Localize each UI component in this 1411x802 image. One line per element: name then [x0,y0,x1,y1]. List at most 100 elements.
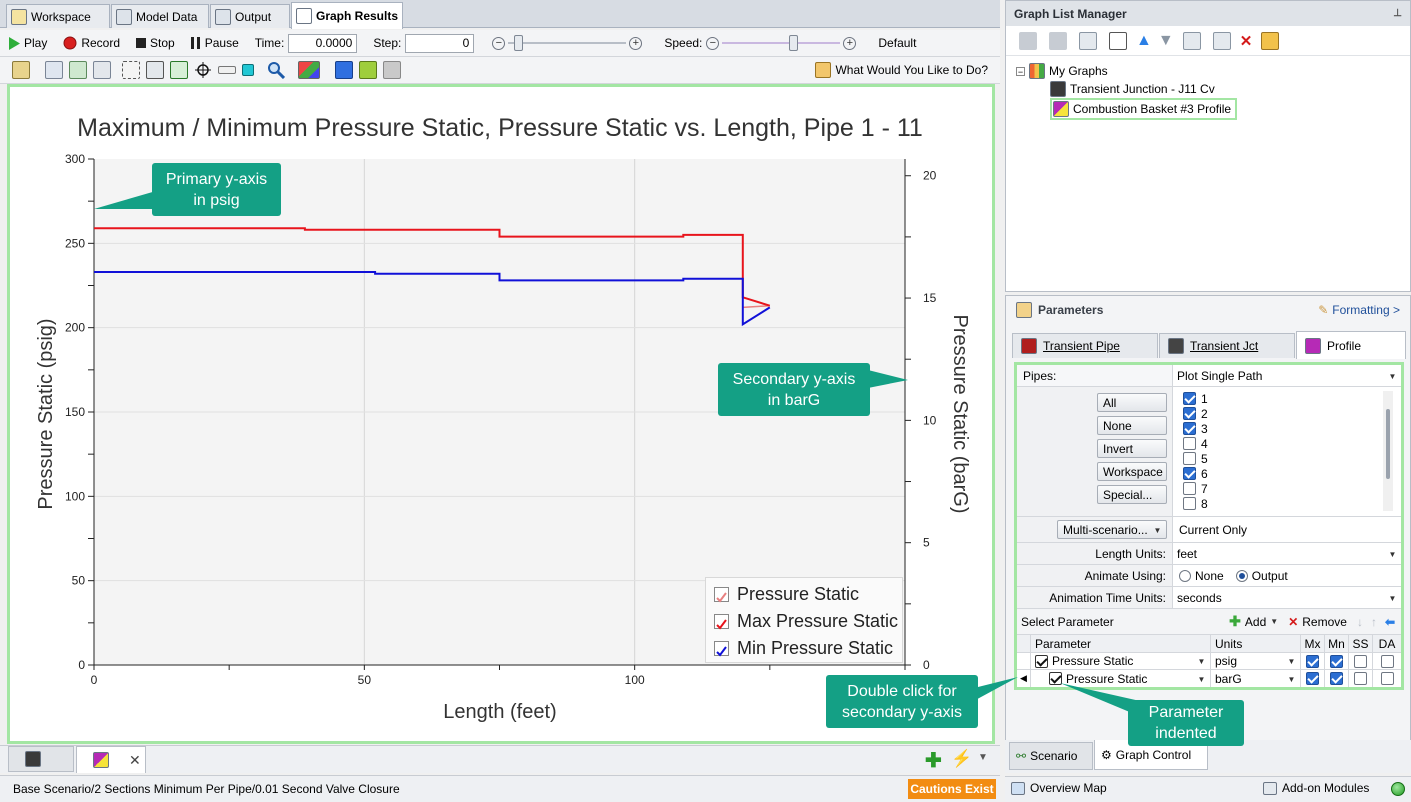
copy-icon[interactable] [45,61,63,79]
chart-legend[interactable]: Pressure Static Max Pressure Static Min … [705,577,903,663]
animate-output-radio[interactable] [1235,569,1248,582]
pause-button[interactable]: Pause [183,36,247,50]
stop-button[interactable]: Stop [128,36,183,50]
parameter-row[interactable]: ◀ Pressure Static ▼ barG ▼ [1017,670,1401,687]
legend-icon[interactable] [146,61,164,79]
speed-minus-icon[interactable]: − [706,36,720,50]
pipe-list-item[interactable]: 8 [1183,496,1208,511]
addon-modules-button[interactable]: Add-on Modules [1263,781,1369,795]
pipe-list-item[interactable]: 3 [1183,421,1208,436]
graph-tab-1[interactable] [8,746,74,772]
time-slider[interactable] [508,34,627,52]
min-checkbox[interactable] [1330,654,1343,668]
ss-checkbox[interactable] [1354,654,1367,668]
move-up-icon[interactable]: ▲ [1136,31,1152,49]
chevron-down-icon[interactable]: ▼ [978,752,988,763]
pipe-list-item[interactable]: 1 [1183,391,1208,406]
all-button[interactable]: All [1097,393,1167,412]
tree-item-transient-junction[interactable]: Transient Junction - J11 Cv [1050,81,1215,97]
pipe-checkbox[interactable] [1183,467,1196,480]
add-series-icon[interactable] [335,61,353,79]
cautions-badge[interactable]: Cautions Exist [908,779,996,799]
rename-icon[interactable] [1182,31,1201,50]
formatting-link[interactable]: ✎ Formatting > [1318,302,1400,317]
graph-tab-2[interactable]: ✕ [76,746,146,773]
tag-icon[interactable] [359,61,377,79]
zoom-icon[interactable] [267,61,285,79]
none-button[interactable]: None [1097,416,1167,435]
pipe-list-item[interactable]: 4 [1183,436,1208,451]
tab-scenario[interactable]: ⚯ Scenario [1009,742,1093,770]
tab-profile[interactable]: Profile [1296,331,1406,359]
tab-model-data[interactable]: Model Data [111,4,209,28]
multi-scenario-button[interactable]: Multi-scenario... ▼ [1057,520,1167,539]
add-button[interactable]: ✚ Add ▼ [1229,613,1279,629]
export-icon[interactable] [69,61,87,79]
da-checkbox[interactable] [1380,654,1394,668]
pipe-list-item[interactable]: 2 [1183,406,1208,421]
dropdown-arrow-icon[interactable]: ▼ [1197,657,1206,666]
pipe-checkbox[interactable] [1183,407,1196,420]
line-style-icon[interactable] [298,61,320,79]
pipe-checkbox[interactable] [1183,437,1196,450]
pipe-list-scrollbar[interactable] [1383,391,1393,511]
legend-item-min-pressure[interactable]: Min Pressure Static [714,638,893,659]
speed-plus-icon[interactable]: + [843,36,857,50]
delete-icon[interactable]: ✕ [1239,32,1253,50]
pipe-checkbox[interactable] [1183,497,1196,510]
text-icon[interactable] [122,61,140,79]
tab-transient-pipe[interactable]: Transient Pipe [1012,333,1158,358]
add-graph-icon[interactable]: ✚ [925,750,942,772]
pipe-checkbox[interactable] [1183,422,1196,435]
time-input[interactable] [288,33,358,53]
pipe-list-item[interactable]: 6 [1183,466,1208,481]
tree-item-combustion-basket[interactable]: Combustion Basket #3 Profile [1050,98,1238,120]
max-checkbox[interactable] [1306,672,1319,685]
animate-none-radio[interactable] [1179,569,1191,582]
legend-item-max-pressure[interactable]: Max Pressure Static [714,611,898,632]
edit-icon[interactable] [12,61,30,79]
pipe-list-item[interactable]: 7 [1183,481,1208,496]
lightning-icon[interactable]: ⚡ [951,749,973,768]
step-plus-icon[interactable]: + [629,36,643,50]
speed-slider[interactable] [722,34,841,52]
pipe-checkbox[interactable] [1183,392,1196,405]
max-checkbox[interactable] [1306,654,1319,668]
tab-workspace[interactable]: Workspace [6,4,110,28]
crosshair-icon[interactable] [194,61,212,79]
copy-graph-icon[interactable] [1212,31,1231,50]
legend-item-pressure-static[interactable]: Pressure Static [714,584,859,605]
parameter-enable-checkbox[interactable] [1049,672,1062,685]
parameter-row[interactable]: Pressure Static ▼ psig ▼ [1017,653,1401,670]
ss-checkbox[interactable] [1354,672,1367,685]
step-input[interactable] [405,33,475,53]
record-button[interactable]: Record [55,36,128,50]
tree-root-my-graphs[interactable]: − My Graphs [1016,63,1108,79]
close-icon[interactable]: ✕ [129,751,141,768]
length-units-select[interactable]: feet ▼ [1177,546,1397,561]
workspace-button[interactable]: Workspace [1097,462,1167,481]
indent-left-icon[interactable]: ⬅ [1384,614,1395,629]
move-down-icon[interactable]: ↓ [1356,614,1363,629]
move-up-icon[interactable]: ↑ [1370,614,1377,629]
animation-time-select[interactable]: seconds ▼ [1177,590,1397,605]
invert-button[interactable]: Invert [1097,439,1167,458]
pipes-select[interactable]: Plot Single Path ▼ [1173,365,1401,386]
play-button[interactable]: Play [0,36,55,50]
what-would-you-like-button[interactable]: What Would You Like to Do? [815,62,1000,78]
tab-transient-jct[interactable]: Transient Jct [1159,333,1295,358]
tab-graph-results[interactable]: Graph Results [291,2,403,29]
pin-icon[interactable]: ⊥ [1393,8,1402,19]
move-down-icon[interactable]: ▼ [1157,31,1174,49]
step-minus-icon[interactable]: − [492,36,506,50]
overview-map-button[interactable]: Overview Map [1011,781,1107,795]
min-checkbox[interactable] [1330,672,1343,685]
tab-output[interactable]: Output [210,4,290,28]
ruler-icon[interactable] [218,66,236,74]
collapse-icon[interactable]: − [1016,66,1025,77]
checkbox-icon[interactable] [170,61,188,79]
color-box-icon[interactable] [242,64,254,76]
info-icon[interactable] [383,61,401,79]
refresh-icon[interactable] [1261,31,1280,50]
dropdown-arrow-icon[interactable]: ▼ [1197,674,1206,684]
